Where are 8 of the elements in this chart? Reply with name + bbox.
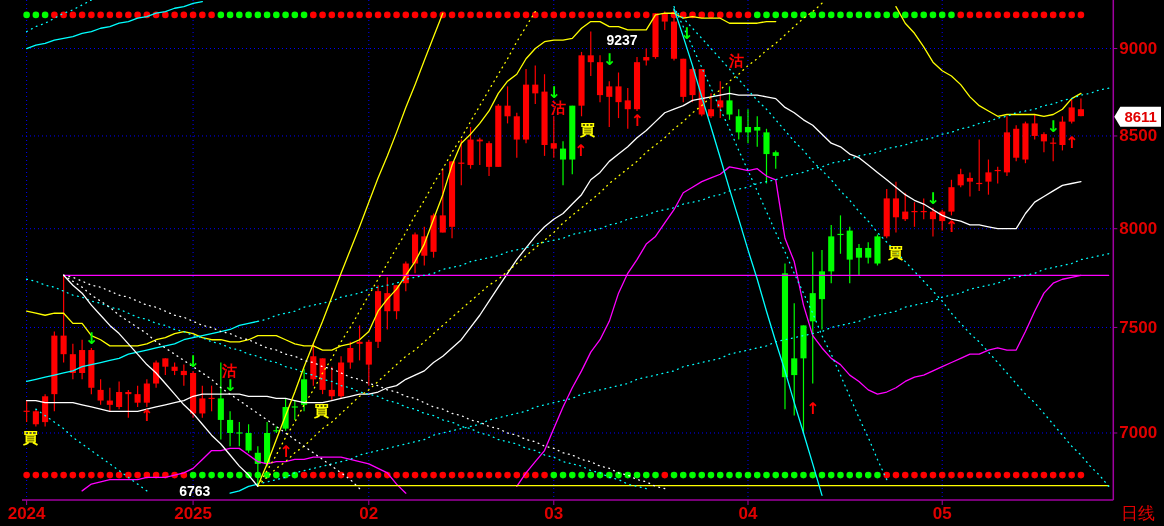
annotation: 買 (22, 428, 38, 446)
annotation: 6763 (179, 483, 211, 499)
note: 日线 (1121, 504, 1156, 523)
annotation: 買 (314, 401, 329, 419)
annotation: 買 (887, 243, 903, 261)
annotation: 9237 (606, 31, 638, 48)
annotation: 沽 (729, 51, 745, 69)
annotation: 買 (580, 120, 596, 138)
